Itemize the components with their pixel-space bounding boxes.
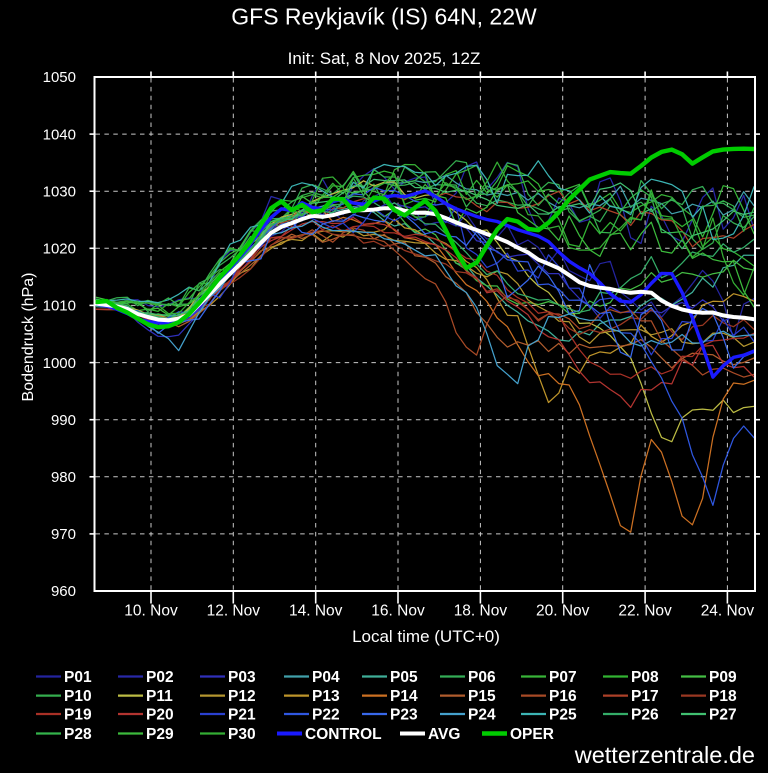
svg-text:P05: P05 (390, 669, 418, 686)
svg-text:P06: P06 (468, 669, 496, 686)
svg-text:P22: P22 (312, 706, 340, 723)
svg-text:Init: Sat, 8 Nov 2025, 12Z: Init: Sat, 8 Nov 2025, 12Z (288, 49, 481, 68)
svg-text:P18: P18 (709, 688, 737, 705)
svg-text:GFS Reykjavík (IS) 64N, 22W: GFS Reykjavík (IS) 64N, 22W (231, 4, 537, 30)
svg-text:Local time (UTC+0): Local time (UTC+0) (352, 627, 500, 646)
svg-text:P25: P25 (549, 706, 577, 723)
svg-text:P27: P27 (709, 706, 737, 723)
svg-text:10. Nov: 10. Nov (124, 603, 178, 620)
svg-text:P02: P02 (146, 669, 174, 686)
svg-text:P29: P29 (146, 726, 174, 743)
svg-text:20. Nov: 20. Nov (536, 603, 590, 620)
svg-text:P04: P04 (312, 669, 340, 686)
svg-text:P12: P12 (228, 688, 256, 705)
svg-text:18. Nov: 18. Nov (454, 603, 508, 620)
svg-text:16. Nov: 16. Nov (371, 603, 425, 620)
svg-text:970: 970 (51, 526, 76, 543)
svg-text:P30: P30 (228, 726, 256, 743)
svg-text:1040: 1040 (43, 126, 76, 143)
svg-text:P07: P07 (549, 669, 577, 686)
svg-text:P17: P17 (631, 688, 659, 705)
svg-text:990: 990 (51, 412, 76, 429)
svg-text:1000: 1000 (43, 355, 76, 372)
svg-text:P15: P15 (468, 688, 496, 705)
svg-text:P08: P08 (631, 669, 659, 686)
svg-text:P03: P03 (228, 669, 256, 686)
svg-text:14. Nov: 14. Nov (289, 603, 343, 620)
svg-text:1050: 1050 (43, 69, 76, 86)
svg-text:P21: P21 (228, 706, 256, 723)
svg-text:AVG: AVG (428, 726, 460, 743)
svg-text:P14: P14 (390, 688, 418, 705)
svg-text:22. Nov: 22. Nov (618, 603, 672, 620)
svg-text:P01: P01 (64, 669, 92, 686)
svg-text:980: 980 (51, 469, 76, 486)
svg-text:P11: P11 (146, 688, 173, 705)
svg-text:P09: P09 (709, 669, 737, 686)
svg-text:P23: P23 (390, 706, 418, 723)
svg-text:wetterzentrale.de: wetterzentrale.de (574, 742, 755, 768)
svg-text:P19: P19 (64, 706, 92, 723)
svg-text:1010: 1010 (43, 298, 76, 315)
svg-text:P24: P24 (468, 706, 496, 723)
svg-text:CONTROL: CONTROL (305, 726, 382, 743)
svg-text:P10: P10 (64, 688, 92, 705)
svg-text:OPER: OPER (510, 726, 554, 743)
svg-text:1030: 1030 (43, 183, 76, 200)
svg-text:P13: P13 (312, 688, 340, 705)
svg-text:1020: 1020 (43, 241, 76, 258)
svg-text:24. Nov: 24. Nov (701, 603, 755, 620)
svg-text:P26: P26 (631, 706, 659, 723)
svg-text:P16: P16 (549, 688, 577, 705)
svg-text:Bodendruck (hPa): Bodendruck (hPa) (20, 273, 37, 402)
svg-text:P20: P20 (146, 706, 174, 723)
svg-text:P28: P28 (64, 726, 92, 743)
svg-text:960: 960 (51, 583, 76, 600)
svg-text:12. Nov: 12. Nov (207, 603, 261, 620)
